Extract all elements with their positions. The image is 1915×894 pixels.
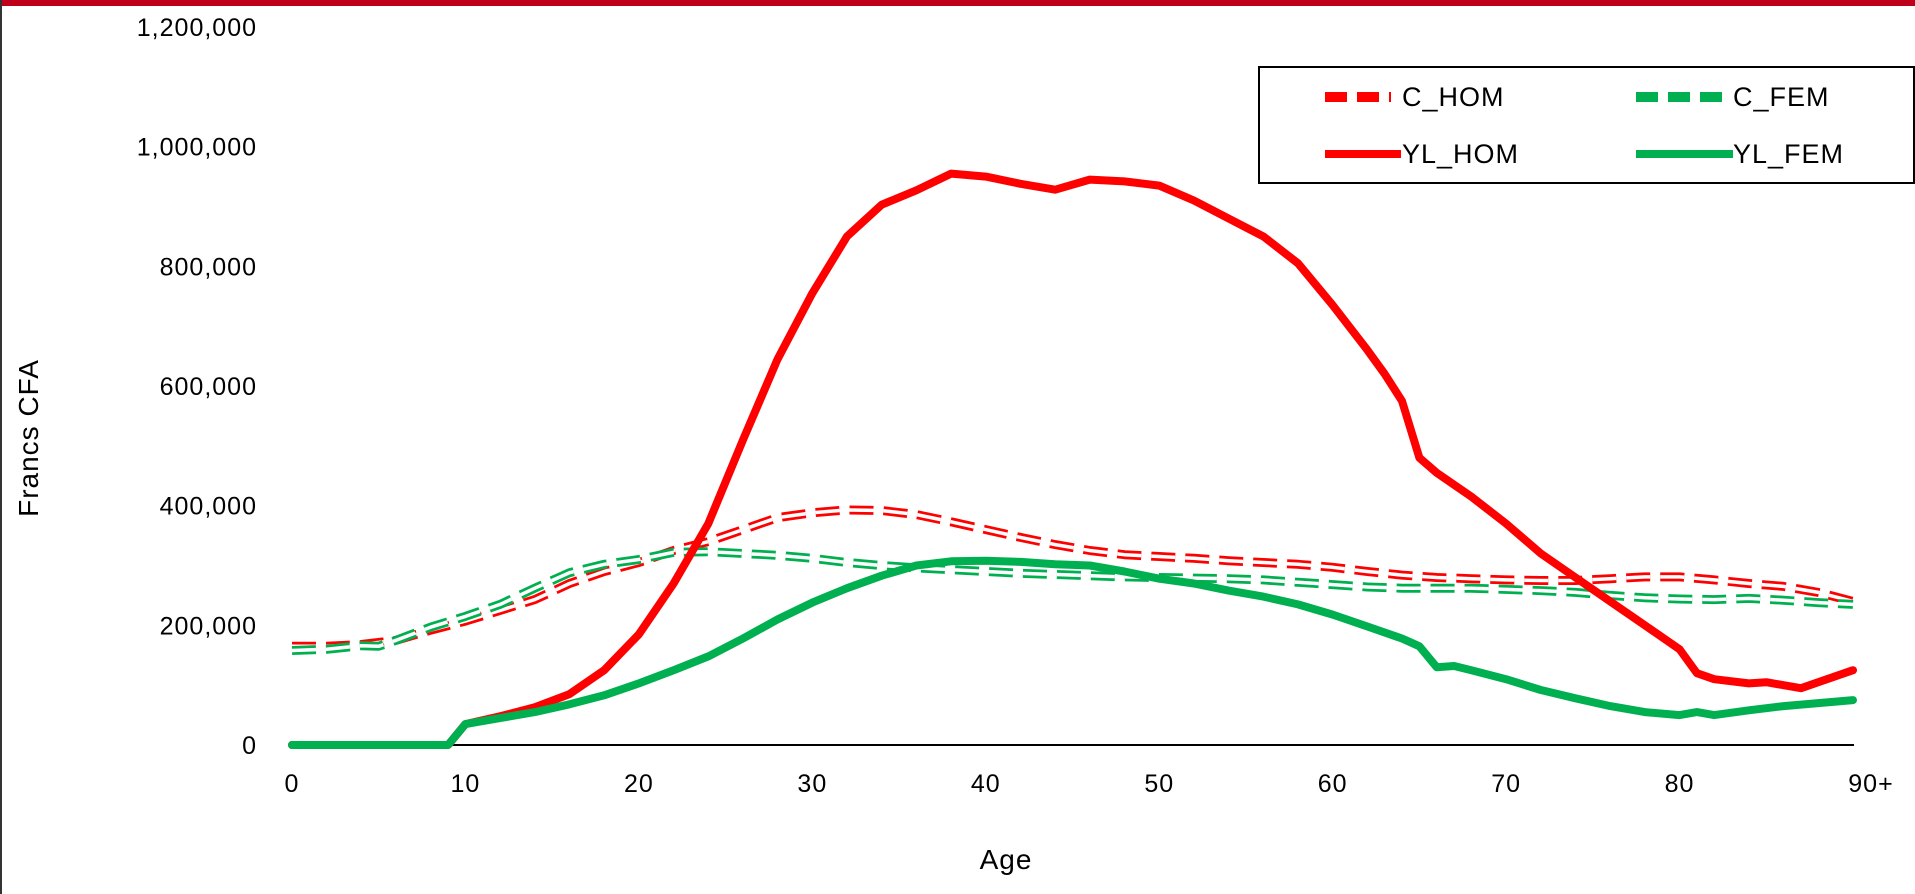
series-line-yl-fem bbox=[288, 556, 1857, 749]
legend-label-yl-hom: YL_HOM bbox=[1402, 139, 1519, 169]
x-tick-label: 90+ bbox=[1848, 770, 1893, 798]
x-tick-label: 40 bbox=[971, 770, 1001, 798]
top-accent-bar bbox=[0, 0, 1915, 6]
series-line-core-c-fem bbox=[291, 549, 1854, 653]
legend: C_HOM C_FEM YL_HOM YL_FEM bbox=[1258, 66, 1915, 184]
series-layer bbox=[288, 169, 1857, 749]
x-axis-ticks: 0 10 20 30 40 50 60 70 80 90+ bbox=[285, 770, 1893, 798]
x-tick-label: 10 bbox=[451, 770, 481, 798]
x-tick-label: 0 bbox=[285, 770, 300, 798]
x-tick-label: 70 bbox=[1491, 770, 1521, 798]
x-axis-title: Age bbox=[980, 844, 1033, 875]
y-tick-label: 0 bbox=[242, 732, 257, 760]
y-tick-label: 600,000 bbox=[160, 373, 257, 401]
left-border bbox=[0, 0, 2, 894]
y-tick-label: 1,000,000 bbox=[137, 134, 257, 162]
y-tick-label: 400,000 bbox=[160, 493, 257, 521]
legend-label-c-fem: C_FEM bbox=[1733, 82, 1830, 112]
y-tick-label: 1,200,000 bbox=[137, 14, 257, 42]
x-tick-label: 30 bbox=[797, 770, 827, 798]
legend-label-yl-fem: YL_FEM bbox=[1733, 139, 1844, 169]
x-tick-label: 60 bbox=[1318, 770, 1348, 798]
y-axis-ticks: 0 200,000 400,000 600,000 800,000 1,000,000 1,… bbox=[137, 14, 257, 760]
x-tick-label: 80 bbox=[1665, 770, 1695, 798]
legend-box bbox=[1258, 66, 1915, 184]
y-tick-label: 800,000 bbox=[160, 253, 257, 281]
y-axis-title: Francs CFA bbox=[13, 359, 44, 517]
series-line-core-c-hom bbox=[292, 508, 1854, 649]
legend-label-c-hom: C_HOM bbox=[1402, 82, 1505, 112]
x-tick-label: 20 bbox=[624, 770, 654, 798]
x-tick-label: 50 bbox=[1144, 770, 1174, 798]
series-line-yl-hom bbox=[288, 169, 1857, 749]
y-tick-label: 200,000 bbox=[160, 612, 257, 640]
